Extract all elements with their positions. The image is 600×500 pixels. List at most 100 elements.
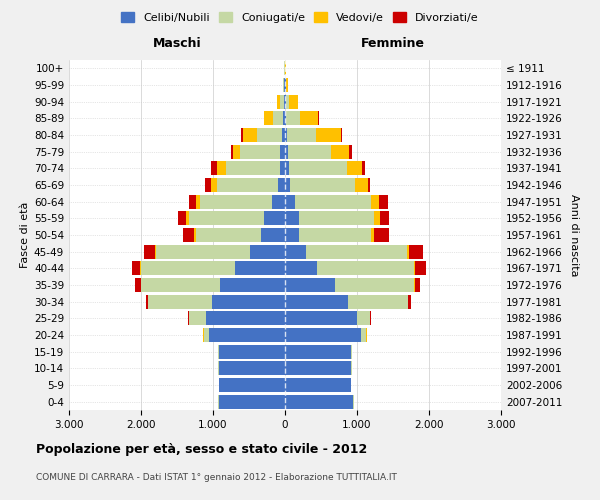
Bar [220, 278, 285, 292]
Bar [278, 178, 285, 192]
Bar [285, 328, 361, 342]
Bar [286, 112, 300, 126]
Bar [295, 194, 371, 209]
Bar [257, 128, 282, 142]
Text: Femmine: Femmine [361, 37, 425, 50]
Bar [286, 78, 289, 92]
Bar [357, 311, 370, 326]
Bar [264, 112, 265, 126]
Bar [414, 278, 415, 292]
Bar [188, 194, 196, 209]
Bar [217, 162, 226, 175]
Bar [285, 194, 295, 209]
Bar [283, 112, 285, 126]
Bar [285, 162, 289, 175]
Bar [156, 244, 250, 259]
Bar [306, 244, 407, 259]
Bar [209, 328, 285, 342]
Bar [183, 228, 194, 242]
Bar [226, 162, 280, 175]
Bar [178, 211, 185, 226]
Bar [285, 178, 290, 192]
Bar [335, 278, 414, 292]
Text: COMUNE DI CARRARA - Dati ISTAT 1° gennaio 2012 - Elaborazione TUTTITALIA.IT: COMUNE DI CARRARA - Dati ISTAT 1° gennai… [36, 472, 397, 482]
Bar [414, 261, 415, 276]
Text: Popolazione per età, sesso e stato civile - 2012: Popolazione per età, sesso e stato civil… [36, 442, 367, 456]
Bar [287, 128, 316, 142]
Bar [347, 162, 362, 175]
Bar [277, 94, 280, 109]
Bar [285, 394, 353, 409]
Bar [280, 162, 285, 175]
Bar [374, 211, 380, 226]
Bar [415, 278, 421, 292]
Bar [374, 228, 389, 242]
Bar [260, 228, 285, 242]
Bar [203, 328, 209, 342]
Bar [185, 211, 188, 226]
Bar [317, 261, 414, 276]
Bar [289, 162, 347, 175]
Bar [285, 228, 299, 242]
Bar [283, 78, 284, 92]
Bar [220, 344, 285, 359]
Bar [299, 228, 371, 242]
Bar [206, 311, 285, 326]
Bar [409, 244, 423, 259]
Bar [285, 112, 286, 126]
Bar [188, 311, 189, 326]
Bar [318, 112, 319, 126]
Bar [350, 344, 352, 359]
Y-axis label: Fasce di età: Fasce di età [20, 202, 30, 268]
Bar [211, 178, 217, 192]
Bar [407, 244, 409, 259]
Bar [415, 261, 426, 276]
Bar [280, 94, 284, 109]
Bar [349, 144, 352, 159]
Bar [148, 294, 212, 308]
Bar [220, 378, 285, 392]
Bar [370, 311, 371, 326]
Bar [272, 194, 285, 209]
Bar [285, 378, 350, 392]
Bar [362, 162, 365, 175]
Bar [341, 128, 342, 142]
Bar [235, 261, 285, 276]
Bar [371, 228, 374, 242]
Bar [219, 394, 285, 409]
Bar [285, 128, 287, 142]
Bar [196, 228, 260, 242]
Legend: Celibi/Nubili, Coniugati/e, Vedovi/e, Divorziati/e: Celibi/Nubili, Coniugati/e, Vedovi/e, Di… [117, 8, 483, 28]
Bar [241, 128, 242, 142]
Bar [250, 244, 285, 259]
Bar [141, 278, 220, 292]
Bar [285, 311, 357, 326]
Bar [351, 361, 352, 376]
Bar [331, 144, 349, 159]
Bar [286, 94, 289, 109]
Bar [200, 194, 272, 209]
Bar [194, 228, 196, 242]
Bar [361, 328, 367, 342]
Bar [285, 361, 351, 376]
Bar [285, 244, 306, 259]
Text: Maschi: Maschi [152, 37, 202, 50]
Bar [212, 294, 285, 308]
Bar [144, 244, 155, 259]
Bar [218, 361, 219, 376]
Bar [371, 194, 379, 209]
Bar [217, 178, 278, 192]
Y-axis label: Anni di nascita: Anni di nascita [569, 194, 579, 276]
Bar [265, 112, 273, 126]
Bar [300, 112, 318, 126]
Bar [218, 344, 220, 359]
Bar [290, 178, 355, 192]
Bar [280, 144, 285, 159]
Bar [155, 244, 156, 259]
Bar [285, 144, 288, 159]
Bar [233, 144, 241, 159]
Bar [349, 294, 408, 308]
Bar [285, 344, 350, 359]
Bar [264, 211, 285, 226]
Bar [285, 294, 349, 308]
